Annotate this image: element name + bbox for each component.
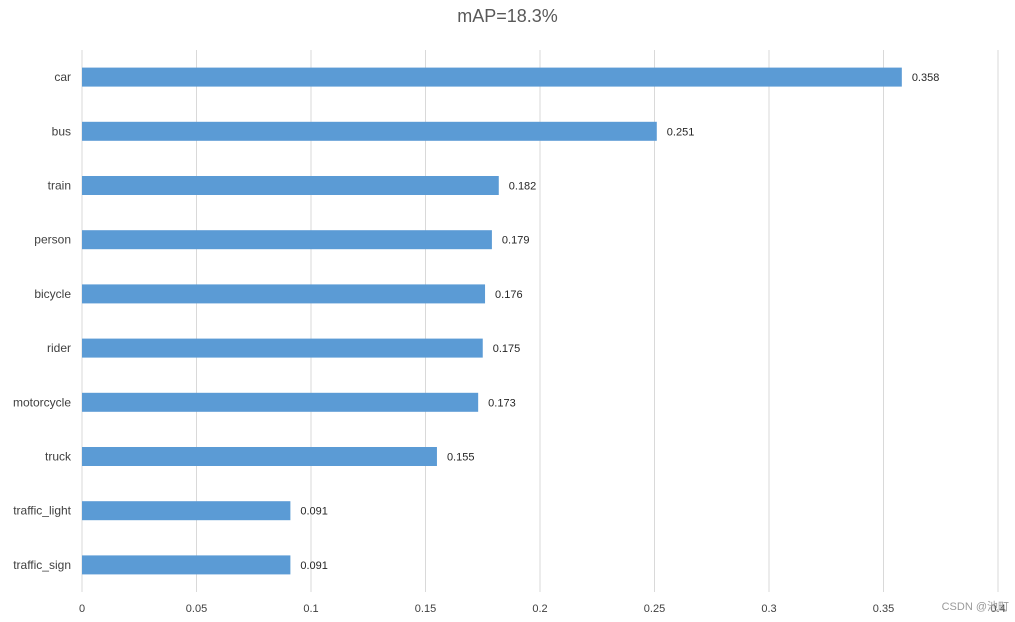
data-label: 0.175 [493,343,521,355]
category-labels: car bus train person bicycle rider motorcycle t… [13,70,72,572]
category-label: bus [52,124,71,138]
category-label: person [34,233,71,247]
x-tick-label: 0.3 [761,603,776,615]
x-tick-label: 0.4 [990,603,1005,615]
data-label: 0.358 [912,72,940,84]
x-tick-label: 0.05 [186,603,207,615]
category-label: bicycle [34,287,71,301]
bar-motorcycle [82,392,479,412]
x-tick-label: 0.25 [644,603,665,615]
x-tick-label: 0 [79,603,85,615]
bar-bus [82,121,657,141]
bar-bicycle [82,284,486,304]
x-tick-label: 0.1 [303,603,318,615]
category-label: motorcycle [13,395,71,409]
x-tick-label: 0.2 [532,603,547,615]
category-label: car [54,70,71,84]
x-tick-label: 0.35 [873,603,894,615]
category-label: traffic_sign [13,558,71,572]
bar-car [82,67,902,87]
bar-truck [82,447,437,466]
gridlines [81,50,999,592]
data-label: 0.176 [495,289,523,301]
data-label: 0.182 [509,181,537,193]
bars [82,67,902,575]
bar-traffic-light [82,501,291,521]
category-label: train [48,179,71,193]
category-label: truck [45,450,72,464]
data-label: 0.251 [667,126,695,138]
watermark: CSDN @池町 [941,601,1009,613]
chart-title: mAP=18.3% [457,6,558,26]
x-tick-label: 0.15 [415,603,436,615]
data-label: 0.155 [447,452,475,464]
category-label: traffic_light [13,504,71,518]
data-labels: 0.358 0.251 0.182 0.179 0.176 0.175 0.173 0.155… [300,72,939,572]
bar-traffic-sign [82,555,291,575]
category-label: rider [47,341,71,355]
data-label: 0.179 [502,235,530,247]
bar-train [82,176,499,195]
data-label: 0.091 [300,560,328,572]
x-tick-labels: 0 0.05 0.1 0.15 0.2 0.25 0.3 0.35 0.4 [79,603,1006,615]
bar-rider [82,338,483,358]
data-label: 0.091 [300,506,328,518]
data-label: 0.173 [488,397,516,409]
bar-person [82,230,492,250]
